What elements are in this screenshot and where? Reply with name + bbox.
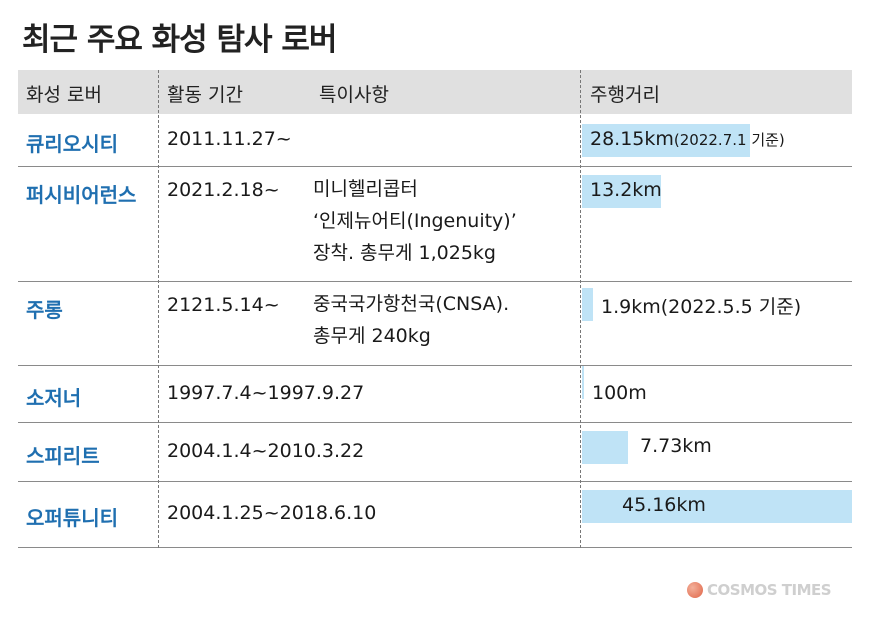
distance-value: 13.2km: [590, 179, 662, 201]
row-divider: [18, 422, 852, 423]
activity-period: 2004.1.25~2018.6.10: [167, 502, 377, 524]
distance-bar: [582, 288, 593, 321]
cosmos-times-logo: COSMOS TIMES: [687, 580, 832, 600]
distance-label: 7.73km: [640, 435, 712, 457]
table-row: 스피리트 2004.1.4~2010.3.22 7.73km: [18, 423, 852, 482]
rover-table: 화성 로버 활동 기간 특이사항 주행거리 큐리오시티 2011.11.27~ 28…: [18, 70, 852, 548]
distance-label: 28.15km(2022.7.1 기준): [590, 128, 785, 150]
distance-label: 100m: [592, 382, 647, 404]
distance-value: 28.15km: [590, 128, 674, 150]
table-row: 퍼시비어런스 2021.2.18~ 미니헬리콥터 ‘인제뉴어티(Ingenuity)…: [18, 167, 852, 282]
activity-period: 2021.2.18~: [167, 179, 280, 201]
distance-label: 1.9km(2022.5.5 기준): [601, 292, 801, 319]
planet-icon: [687, 582, 703, 598]
logo-text: COSMOS TIMES: [707, 581, 832, 599]
row-divider: [18, 365, 852, 366]
rover-name: 소저너: [26, 385, 82, 410]
distance-value: 100m: [592, 381, 647, 404]
distance-label: 13.2km: [590, 179, 662, 201]
distance-note: (2022.7.1 기준): [673, 131, 785, 149]
distance-label: 45.16km: [622, 494, 706, 516]
activity-period: 2121.5.14~: [167, 294, 280, 316]
row-divider: [18, 281, 852, 282]
activity-period: 1997.7.4~1997.9.27: [167, 381, 365, 404]
chart-title: 최근 주요 화성 탐사 로버: [22, 22, 337, 58]
distance-bar: [582, 490, 852, 523]
distance-value: 1.9km: [601, 296, 661, 318]
header-period: 활동 기간: [167, 84, 243, 106]
distance-bar: [582, 431, 628, 464]
header-rover: 화성 로버: [26, 84, 102, 106]
rover-name: 오퍼튜니티: [26, 506, 118, 530]
rover-name: 스피리트: [26, 443, 100, 468]
table-row: 오퍼튜니티 2004.1.25~2018.6.10 45.16km: [18, 482, 852, 548]
row-divider: [18, 481, 852, 482]
rover-name: 주롱: [26, 298, 63, 322]
rover-name: 퍼시비어런스: [26, 183, 137, 207]
activity-period: 2004.1.4~2010.3.22: [167, 439, 365, 462]
table-row: 소저너 1997.7.4~1997.9.27 100m: [18, 366, 852, 423]
header-note: 특이사항: [319, 84, 389, 106]
rover-note: 미니헬리콥터 ‘인제뉴어티(Ingenuity)’ 장착. 총무게 1,025k…: [313, 178, 517, 264]
column-divider: [158, 70, 159, 548]
table-row: 주롱 2121.5.14~ 중국국가항천국(CNSA). 총무게 240kg 1.9k…: [18, 282, 852, 366]
table-header: [18, 70, 852, 114]
table-row: 큐리오시티 2011.11.27~ 28.15km(2022.7.1 기준): [18, 114, 852, 167]
activity-period: 2011.11.27~: [167, 127, 292, 150]
distance-value: 7.73km: [640, 435, 712, 457]
column-divider: [580, 70, 581, 548]
header-distance: 주행거리: [590, 84, 660, 106]
row-divider: [18, 547, 852, 548]
distance-value: 45.16km: [622, 494, 706, 516]
distance-bar: [582, 124, 750, 157]
row-divider: [18, 166, 852, 167]
distance-note: (2022.5.5 기준): [660, 296, 802, 318]
distance-bar: [582, 366, 584, 399]
distance-bar: [582, 175, 661, 208]
rover-name: 큐리오시티: [26, 131, 118, 156]
rover-note: 중국국가항천국(CNSA). 총무게 240kg: [313, 293, 510, 347]
